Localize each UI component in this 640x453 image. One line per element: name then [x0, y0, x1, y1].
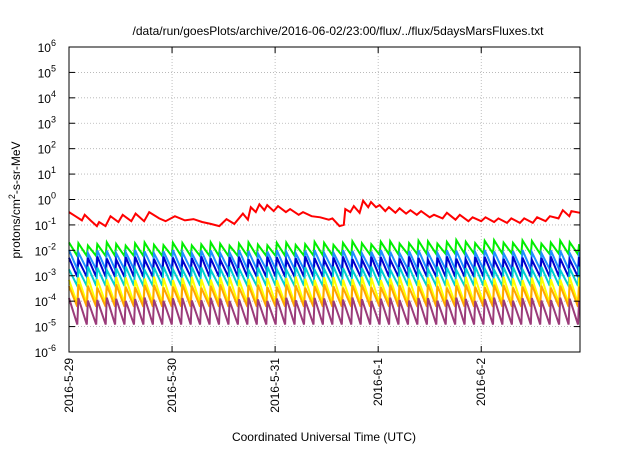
y-tick-exp: -4 [48, 292, 56, 302]
y-tick-exp: 5 [51, 63, 56, 73]
y-tick-base: 10 [38, 92, 52, 106]
series-line-2 [68, 236, 581, 260]
y-tick-exp: -5 [48, 318, 56, 328]
y-tick-exp: -6 [48, 343, 56, 353]
y-tick-label: 10-4 [35, 292, 56, 309]
y-tick-base: 10 [38, 117, 52, 131]
y-axis-label-suffix: -s-sr-MeV [9, 141, 23, 194]
x-axis: 2016-5-29 2016-5-30 2016-5-31 2016-6-1 2016-… [62, 47, 488, 413]
y-tick-label: 10-2 [35, 241, 56, 258]
y-tick-base: 10 [35, 244, 49, 258]
y-tick-exp: 4 [51, 89, 56, 99]
series-line-3 [68, 248, 581, 274]
y-tick-label: 10-1 [35, 216, 56, 233]
x-tick-label: 2016-6-1 [371, 358, 385, 406]
y-axis: 10-610-510-410-310-210-11001011021031041… [35, 38, 580, 360]
y-tick-base: 10 [35, 270, 49, 284]
chart-title: /data/run/goesPlots/archive/2016-06-02/2… [133, 24, 545, 38]
y-tick-label: 102 [38, 140, 56, 157]
y-tick-base: 10 [35, 219, 49, 233]
y-axis-label: protons/cm2-s-sr-MeV [7, 141, 23, 258]
y-tick-label: 105 [38, 63, 56, 80]
y-tick-label: 101 [38, 165, 56, 182]
y-tick-exp: 6 [51, 38, 56, 48]
y-tick-label: 10-3 [35, 267, 56, 284]
series-line-7 [68, 283, 581, 308]
y-tick-exp: 2 [51, 140, 56, 150]
y-tick-base: 10 [35, 295, 49, 309]
y-tick-base: 10 [38, 168, 52, 182]
y-tick-exp: 3 [51, 114, 56, 124]
series-line-8 [68, 297, 581, 325]
x-tick-label: 2016-5-30 [165, 358, 179, 413]
y-tick-base: 10 [38, 41, 52, 55]
y-tick-label: 106 [38, 38, 56, 55]
y-tick-base: 10 [38, 143, 52, 157]
y-axis-label-prefix: protons/cm [9, 199, 23, 258]
series-line-1 [68, 198, 581, 228]
y-tick-base: 10 [35, 346, 49, 360]
y-tick-label: 103 [38, 114, 56, 131]
y-tick-label: 10-6 [35, 343, 56, 360]
y-tick-label: 10-5 [35, 318, 56, 335]
x-tick-label: 2016-5-31 [268, 358, 282, 413]
y-tick-exp: -1 [48, 216, 56, 226]
y-tick-exp: -3 [48, 267, 56, 277]
x-tick-label: 2016-5-29 [62, 358, 76, 413]
series-line-6 [68, 276, 581, 304]
y-tick-label: 104 [38, 89, 56, 106]
y-tick-exp: 1 [51, 165, 56, 175]
y-tick-exp: 0 [51, 191, 56, 201]
x-axis-label: Coordinated Universal Time (UTC) [232, 430, 416, 444]
y-tick-base: 10 [38, 194, 52, 208]
y-tick-base: 10 [35, 321, 49, 335]
series-line-4 [68, 255, 581, 281]
series-lines [68, 198, 581, 325]
y-tick-base: 10 [38, 66, 52, 80]
y-tick-exp: -2 [48, 241, 56, 251]
series-line-5 [68, 264, 581, 290]
y-tick-label: 100 [38, 191, 56, 208]
y-axis-label-sup: 2 [7, 194, 17, 199]
x-tick-label: 2016-6-2 [474, 358, 488, 406]
